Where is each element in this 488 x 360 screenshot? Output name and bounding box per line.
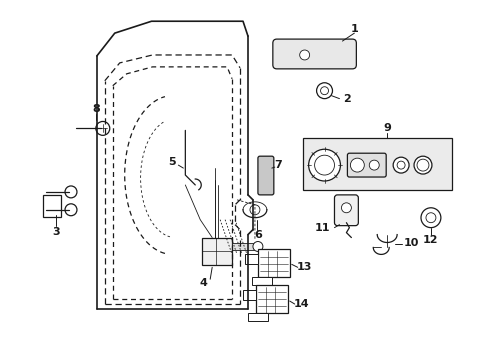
Text: 4: 4 [199,278,207,288]
Circle shape [308,149,340,181]
FancyBboxPatch shape [202,238,232,265]
Circle shape [316,83,332,99]
Bar [251,277,271,285]
Text: 5: 5 [168,157,176,167]
Circle shape [368,160,379,170]
Circle shape [416,159,428,171]
Circle shape [249,205,260,215]
Circle shape [420,208,440,228]
Circle shape [65,204,77,216]
Circle shape [425,213,435,223]
Text: 6: 6 [253,230,262,239]
Text: 8: 8 [92,104,100,113]
Bar [43,195,61,217]
FancyBboxPatch shape [255,285,287,313]
Text: 10: 10 [403,238,418,248]
Text: 1: 1 [350,24,358,34]
Text: 11: 11 [314,222,329,233]
Circle shape [314,155,334,175]
Circle shape [392,157,408,173]
Bar [302,138,451,190]
FancyBboxPatch shape [346,153,386,177]
Text: 9: 9 [383,123,390,134]
Circle shape [299,50,309,60]
Text: 12: 12 [422,234,438,244]
Bar [243,290,255,300]
Text: 2: 2 [343,94,350,104]
Circle shape [341,203,351,213]
FancyBboxPatch shape [257,249,289,277]
Circle shape [350,158,364,172]
Text: 14: 14 [293,299,309,309]
Circle shape [413,156,431,174]
Bar [232,243,253,251]
Bar [244,255,257,264]
FancyBboxPatch shape [334,195,358,226]
Text: 7: 7 [273,160,281,170]
Circle shape [96,121,109,135]
Circle shape [252,242,263,251]
Circle shape [396,161,404,169]
Text: 13: 13 [296,262,312,272]
Text: 3: 3 [52,226,60,237]
FancyBboxPatch shape [257,156,273,195]
FancyBboxPatch shape [272,39,356,69]
Bar [247,313,267,321]
Circle shape [65,186,77,198]
Circle shape [320,87,328,95]
